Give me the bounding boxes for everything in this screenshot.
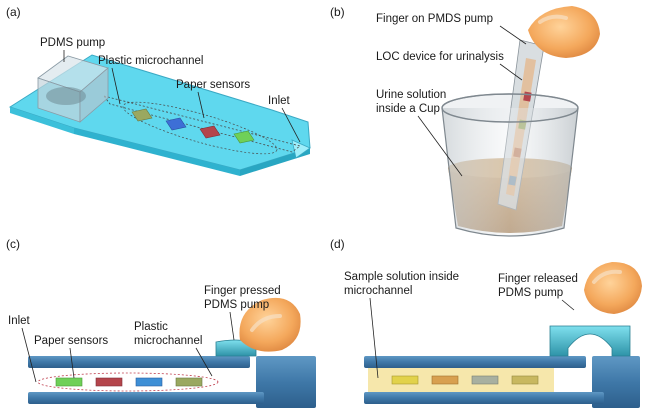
- leader-inlet-a: [281, 107, 301, 143]
- panel-a-label: (a): [6, 5, 21, 19]
- label-plastic-line2: microchannel: [134, 335, 202, 347]
- label-paper-sensors-c: Paper sensors: [34, 335, 108, 347]
- leader-finger-on-pump: [499, 25, 527, 45]
- panel-c: (c) Finger pressed PDMS pump Inlet Paper…: [6, 237, 316, 408]
- leader-inlet-c: [21, 327, 37, 383]
- label-inlet-c: Inlet: [8, 315, 31, 327]
- leader-finger-released: [561, 299, 575, 311]
- label-plastic-line1: Plastic: [134, 321, 168, 333]
- microchannel-chamber: [122, 101, 278, 155]
- sensor-c-2: [95, 377, 123, 387]
- leader-plastic-c: [195, 347, 213, 377]
- panel-b: (b) Finger on PMDS pump LOC device for u…: [330, 5, 600, 237]
- pump-released-d: [549, 325, 631, 357]
- panel-c-label: (c): [6, 237, 20, 251]
- upper-slab-c: [28, 356, 250, 368]
- label-finger-released-line2: PDMS pump: [498, 287, 563, 299]
- bottom-slab-d: [364, 392, 604, 404]
- panel-a: (a) PDMS pump Plastic microchannel Paper…: [6, 5, 311, 176]
- finger-icon-c: [239, 297, 301, 352]
- sensor-a-2: [165, 117, 187, 131]
- sensor-d-4: [511, 375, 539, 385]
- chip-front-edge: [74, 128, 240, 176]
- sensor-a-4: [233, 130, 255, 144]
- right-block-c: [256, 356, 316, 408]
- label-pdms-pump: PDMS pump: [40, 37, 105, 49]
- inlet-tip: [291, 139, 311, 159]
- leader-loc-device: [499, 63, 523, 81]
- leader-finger-pressed: [229, 311, 235, 341]
- upper-slab-d: [364, 356, 586, 368]
- sensor-d-1: [391, 375, 419, 385]
- cup-body: [441, 107, 579, 237]
- leader-paper-sensors-a: [197, 91, 205, 119]
- bottom-slab-c: [28, 392, 264, 404]
- label-sample-line1: Sample solution inside: [344, 271, 459, 283]
- chip-right-edge: [240, 148, 310, 176]
- label-sample-line2: microchannel: [344, 285, 412, 297]
- label-plastic-microchannel: Plastic microchannel: [98, 55, 203, 67]
- label-urine-line1: Urine solution: [376, 89, 446, 101]
- panel-b-label: (b): [330, 5, 345, 19]
- sensor-a-1: [131, 108, 153, 122]
- sensor-c-1: [55, 377, 83, 387]
- pdms-pump-chamber: [46, 87, 86, 105]
- leader-sample: [369, 297, 379, 379]
- channel-outline-c: [37, 372, 219, 392]
- leader-urine: [417, 115, 463, 177]
- sensor-d-3: [471, 375, 499, 385]
- label-paper-sensors-a: Paper sensors: [176, 79, 250, 91]
- pdms-pump-side: [79, 67, 109, 123]
- fingernail-c: [250, 314, 282, 332]
- sensor-a-3: [199, 125, 221, 139]
- sensor-c-3: [135, 377, 163, 387]
- chip-left-edge: [10, 107, 74, 134]
- label-urine-line2: inside a Cup: [376, 103, 440, 115]
- label-finger-pressed-line2: PDMS pump: [204, 299, 269, 311]
- sensor-c-4: [175, 377, 203, 387]
- label-loc-device: LOC device for urinalysis: [376, 51, 504, 63]
- microchannel-outline: [102, 95, 301, 153]
- sensor-d-2: [431, 375, 459, 385]
- leader-plastic-microchannel: [111, 67, 121, 105]
- panel-d: (d) Sample solution inside microchannel …: [330, 237, 642, 408]
- label-inlet-a: Inlet: [268, 95, 291, 107]
- fingernail-b: [538, 14, 568, 24]
- label-finger-released-line1: Finger released: [498, 273, 578, 285]
- label-finger-on-pump: Finger on PMDS pump: [376, 13, 493, 25]
- label-finger-pressed-line1: Finger pressed: [204, 285, 281, 297]
- cup-rim-front: [441, 93, 579, 123]
- fingernail-d: [592, 269, 622, 284]
- leader-paper-sensors-c: [69, 347, 75, 379]
- finger-icon-d: [584, 262, 642, 314]
- panel-d-label: (d): [330, 237, 345, 251]
